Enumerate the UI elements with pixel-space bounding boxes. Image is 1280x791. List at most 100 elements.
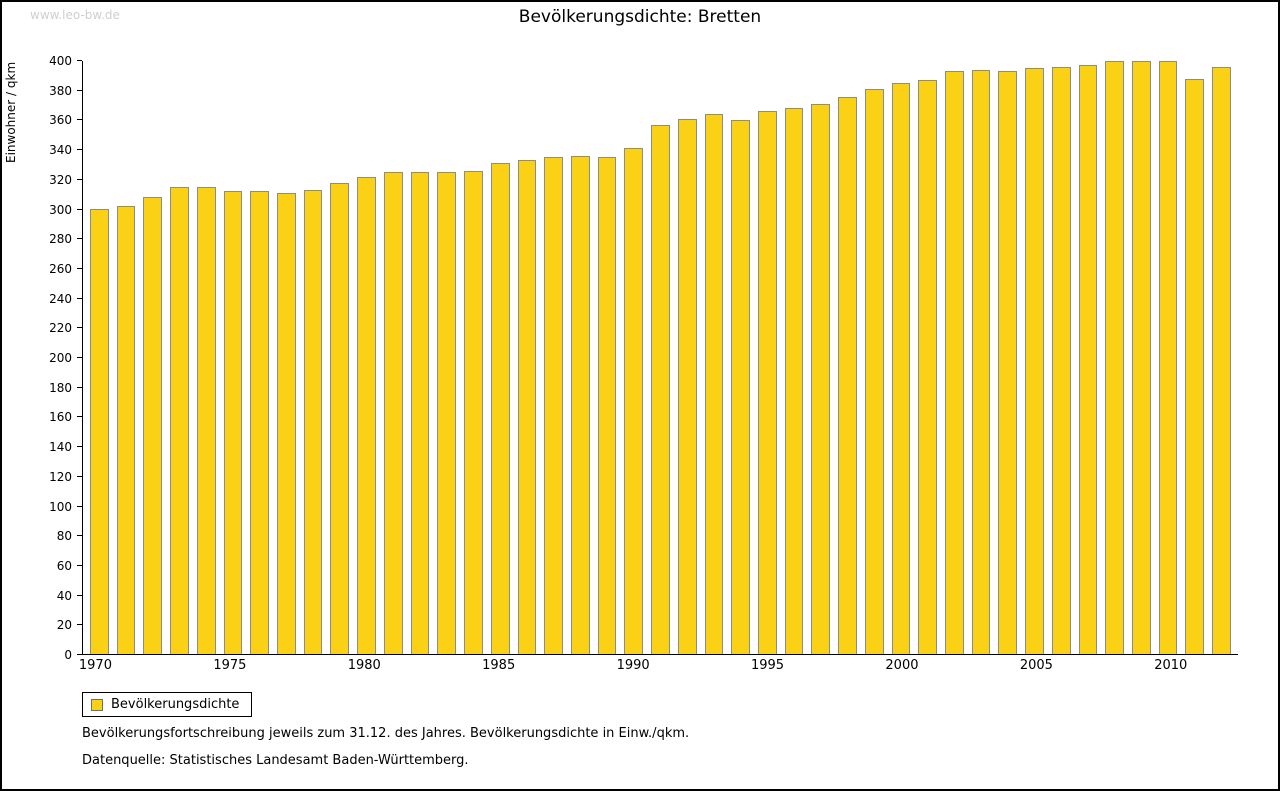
bar-1995	[757, 111, 777, 654]
x-tick-label-1975: 1975	[213, 658, 247, 673]
y-tick-label-220: 220	[49, 321, 72, 336]
y-tick-mark-180	[77, 386, 82, 388]
x-tick-label-2000: 2000	[885, 658, 919, 673]
y-tick-label-340: 340	[49, 143, 72, 158]
y-tick-label-180: 180	[49, 380, 72, 395]
x-tick-label-1985: 1985	[482, 658, 516, 673]
bar-2000	[891, 83, 911, 654]
y-tick-label-120: 120	[49, 469, 72, 484]
chart-title: Bevölkerungsdichte: Bretten	[518, 7, 762, 27]
bar-2004	[998, 71, 1018, 654]
bar-1983	[437, 172, 457, 654]
y-tick-label-300: 300	[49, 202, 72, 217]
y-tick-label-200: 200	[49, 351, 72, 365]
footnote-source-note: Bevölkerungsfortschreibung jeweils zum 3…	[82, 726, 690, 741]
y-tick-mark-60	[77, 564, 82, 566]
bar-2005	[1025, 68, 1044, 654]
bar-1970	[90, 209, 109, 654]
y-tick-mark-80	[77, 535, 82, 537]
x-axis: 1970 1975 1980 1985 1990 1995 2000 2005 2010	[79, 658, 1238, 676]
bar-1988	[570, 155, 590, 654]
bar-2011	[1185, 78, 1205, 654]
bar-1994	[731, 120, 750, 654]
bar-1985	[490, 163, 510, 654]
y-tick-label-400: 400	[49, 54, 72, 68]
y-tick-label-60: 60	[56, 558, 72, 573]
bar-1982	[410, 172, 430, 654]
legend: Bevölkerungsdichte	[82, 692, 253, 717]
bar-1986	[517, 160, 537, 654]
bar-1990	[624, 148, 644, 654]
bar-1978	[303, 189, 323, 654]
legend-label: Bevölkerungsdichte	[111, 697, 240, 712]
bar-1992	[677, 118, 697, 654]
x-tick-label-2005: 2005	[1019, 658, 1053, 673]
y-tick-mark-20	[77, 624, 82, 626]
y-tick-mark-300	[77, 208, 82, 210]
y-tick-label-260: 260	[49, 261, 72, 276]
y-tick-label-100: 100	[49, 499, 72, 514]
bar-1998	[838, 96, 857, 654]
footnote-data-source: Datenquelle: Statistisches Landesamt Bad…	[82, 753, 469, 768]
bar-1977	[277, 192, 296, 654]
y-tick-mark-320	[77, 178, 82, 180]
bar-1980	[357, 176, 376, 654]
watermark: www.leo-bw.de	[30, 8, 120, 22]
bar-1991	[651, 124, 670, 654]
bar-1996	[784, 108, 804, 654]
bar-2010	[1158, 61, 1178, 654]
y-tick-mark-200	[77, 357, 82, 358]
bar-1971	[116, 206, 136, 654]
y-tick-mark-140	[77, 446, 82, 448]
bar-1987	[544, 157, 563, 654]
bar-1984	[464, 170, 483, 654]
bar-1999	[864, 89, 884, 654]
y-tick-mark-240	[77, 297, 82, 299]
x-tick-label-2010: 2010	[1154, 658, 1188, 673]
bar-1997	[811, 104, 831, 654]
plot-area	[82, 61, 1238, 655]
x-tick-label-1980: 1980	[347, 658, 381, 673]
y-tick-mark-400	[77, 60, 82, 61]
bar-2002	[945, 71, 964, 654]
bar-2003	[971, 69, 991, 654]
y-tick-mark-360	[77, 119, 82, 121]
bar-1979	[330, 182, 350, 654]
bar-1973	[170, 187, 189, 654]
y-tick-mark-280	[77, 238, 82, 240]
y-tick-label-40: 40	[56, 588, 72, 603]
y-tick-label-320: 320	[49, 172, 72, 187]
bar-2007	[1078, 65, 1098, 654]
y-tick-label-280: 280	[49, 232, 72, 247]
y-tick-mark-100	[77, 505, 82, 507]
y-tick-mark-0	[77, 654, 82, 655]
y-tick-label-0: 0	[64, 648, 72, 662]
y-tick-mark-340	[77, 149, 82, 151]
bar-2001	[918, 80, 937, 654]
y-tick-label-360: 360	[49, 113, 72, 128]
bar-2006	[1051, 66, 1071, 654]
bar-2009	[1132, 61, 1151, 654]
y-tick-label-80: 80	[56, 529, 72, 544]
bar-1981	[383, 172, 403, 654]
y-tick-label-20: 20	[56, 618, 72, 633]
x-tick-label-1990: 1990	[616, 658, 650, 673]
y-tick-label-380: 380	[49, 83, 72, 98]
bar-1976	[250, 191, 270, 654]
bar-1993	[704, 114, 724, 654]
x-tick-label-1995: 1995	[750, 658, 785, 673]
y-tick-label-160: 160	[49, 410, 72, 425]
bar-1972	[143, 197, 163, 654]
y-tick-label-140: 140	[49, 440, 72, 455]
bar-2012	[1212, 66, 1231, 654]
bar-1974	[196, 187, 216, 654]
y-tick-label-240: 240	[49, 291, 72, 306]
y-tick-mark-160	[77, 416, 82, 418]
bar-2008	[1105, 61, 1125, 654]
y-tick-mark-380	[77, 89, 82, 91]
y-tick-mark-260	[77, 267, 82, 269]
bar-1989	[597, 157, 617, 654]
y-axis: 0 20 40 60 80 100 120 140 160 180 200 220 240 260 280 3…	[32, 54, 82, 662]
y-tick-mark-40	[77, 594, 82, 596]
